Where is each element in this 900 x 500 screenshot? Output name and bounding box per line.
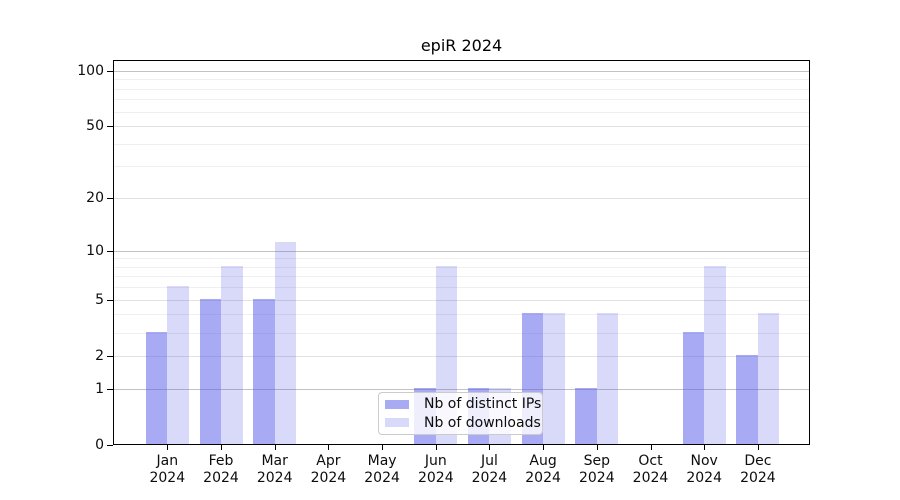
y-tick-label-50: 50 — [86, 118, 104, 134]
y-tick-label-100: 100 — [77, 62, 104, 79]
legend: Nb of distinct IPs Nb of downloads — [378, 392, 543, 435]
x-tick-mark-dec — [757, 445, 759, 450]
chart-title: epiR 2024 — [420, 36, 503, 55]
bar-downloads-aug — [543, 313, 565, 444]
y-tick-label-0: 0 — [95, 437, 104, 453]
legend-label-downloads: Nb of downloads — [424, 414, 541, 431]
gridline-70 — [114, 99, 809, 101]
y-tick-label-5: 5 — [95, 291, 104, 308]
gridline-20 — [114, 198, 809, 199]
bar-distinct-ips-jan — [145, 331, 168, 444]
legend-swatch-downloads — [385, 418, 409, 428]
x-tick-label-feb: Feb 2024 — [203, 453, 239, 486]
x-tick-label-jul: Jul 2024 — [471, 453, 508, 486]
x-tick-mark-mar — [274, 445, 276, 450]
bar-downloads-mar — [274, 242, 297, 444]
x-tick-label-jan: Jan 2024 — [149, 453, 186, 486]
x-tick-label-jun: Jun 2024 — [417, 453, 454, 486]
x-tick-mark-jul — [489, 445, 491, 450]
plot-area — [113, 60, 810, 445]
gridline-30 — [114, 166, 809, 168]
bar-distinct-ips-sep — [575, 387, 597, 444]
y-tick-mark-10 — [107, 250, 113, 252]
legend-item-downloads: Nb of downloads — [385, 414, 541, 433]
y-tick-mark-2 — [107, 355, 113, 357]
gridline-4 — [114, 314, 809, 316]
gridline-6 — [114, 287, 809, 289]
y-tick-label-2: 2 — [95, 347, 104, 364]
bar-distinct-ips-nov — [682, 331, 705, 444]
x-tick-mark-may — [382, 445, 384, 450]
gridline-50 — [114, 126, 809, 127]
bar-downloads-dec — [757, 313, 780, 444]
gridline-5 — [114, 299, 809, 301]
bar-distinct-ips-mar — [253, 298, 275, 444]
y-tick-label-1: 1 — [95, 380, 104, 397]
gridline-80 — [114, 88, 809, 90]
y-tick-mark-100 — [107, 70, 113, 72]
x-tick-label-nov: Nov 2024 — [686, 453, 722, 486]
x-tick-mark-apr — [328, 445, 330, 450]
x-tick-mark-oct — [650, 445, 652, 450]
gridline-7 — [114, 276, 809, 278]
gridline-1 — [114, 388, 809, 390]
gridline-9 — [114, 258, 809, 260]
x-tick-mark-jan — [167, 445, 169, 450]
x-tick-label-mar: Mar 2024 — [256, 453, 293, 486]
y-tick-mark-20 — [107, 198, 113, 199]
bar-distinct-ips-feb — [199, 298, 221, 444]
gridline-2 — [114, 355, 809, 357]
y-tick-mark-50 — [107, 126, 113, 127]
y-tick-mark-5 — [107, 299, 113, 301]
legend-item-distinct-ips: Nb of distinct IPs — [385, 395, 541, 414]
x-tick-label-dec: Dec 2024 — [740, 453, 776, 486]
bar-distinct-ips-dec — [736, 354, 758, 444]
x-tick-label-apr: Apr 2024 — [310, 453, 347, 486]
x-tick-label-may: May 2024 — [364, 453, 400, 486]
gridline-8 — [114, 266, 809, 268]
x-tick-mark-aug — [543, 445, 545, 450]
y-tick-label-20: 20 — [86, 190, 104, 206]
gridline-100 — [114, 70, 809, 72]
gridline-60 — [114, 111, 809, 113]
legend-swatch-distinct-ips — [385, 399, 409, 409]
x-tick-mark-nov — [704, 445, 706, 450]
gridline-3 — [114, 332, 809, 334]
x-tick-mark-jun — [435, 445, 437, 450]
x-tick-label-sep: Sep 2024 — [578, 453, 615, 486]
y-tick-mark-0 — [107, 445, 113, 446]
y-tick-label-10: 10 — [86, 242, 104, 259]
legend-label-distinct-ips: Nb of distinct IPs — [424, 396, 542, 413]
y-tick-mark-1 — [107, 388, 113, 390]
bar-downloads-feb — [221, 265, 243, 444]
gridline-10 — [114, 250, 809, 252]
x-tick-mark-feb — [221, 445, 222, 450]
bar-downloads-nov — [704, 265, 726, 444]
bar-downloads-jan — [167, 286, 189, 444]
gridline-40 — [114, 143, 809, 145]
x-tick-mark-sep — [596, 445, 598, 450]
gridline-90 — [114, 79, 809, 81]
bar-downloads-sep — [596, 313, 619, 444]
x-tick-label-oct: Oct 2024 — [632, 453, 669, 486]
x-tick-label-aug: Aug 2024 — [525, 453, 561, 486]
